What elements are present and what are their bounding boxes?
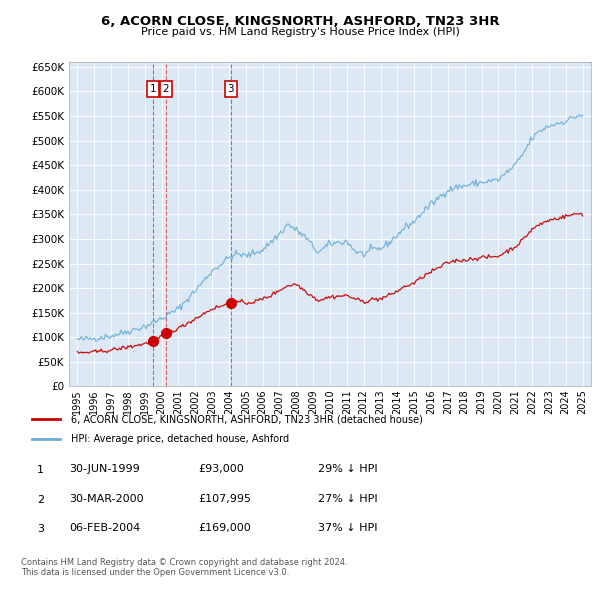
Text: 2: 2: [163, 84, 169, 94]
Text: 6, ACORN CLOSE, KINGSNORTH, ASHFORD, TN23 3HR: 6, ACORN CLOSE, KINGSNORTH, ASHFORD, TN2…: [101, 15, 499, 28]
Text: Price paid vs. HM Land Registry's House Price Index (HPI): Price paid vs. HM Land Registry's House …: [140, 27, 460, 37]
Text: 3: 3: [37, 525, 44, 534]
Text: HPI: Average price, detached house, Ashford: HPI: Average price, detached house, Ashf…: [71, 434, 289, 444]
Text: 27% ↓ HPI: 27% ↓ HPI: [318, 494, 377, 503]
Text: 30-MAR-2000: 30-MAR-2000: [69, 494, 143, 503]
Text: £107,995: £107,995: [198, 494, 251, 503]
Text: 30-JUN-1999: 30-JUN-1999: [69, 464, 140, 474]
Text: £93,000: £93,000: [198, 464, 244, 474]
Text: £169,000: £169,000: [198, 523, 251, 533]
Text: 29% ↓ HPI: 29% ↓ HPI: [318, 464, 377, 474]
Text: 1: 1: [37, 466, 44, 475]
Text: 2: 2: [37, 495, 44, 504]
Text: 37% ↓ HPI: 37% ↓ HPI: [318, 523, 377, 533]
Text: Contains HM Land Registry data © Crown copyright and database right 2024.
This d: Contains HM Land Registry data © Crown c…: [21, 558, 347, 577]
Text: 6, ACORN CLOSE, KINGSNORTH, ASHFORD, TN23 3HR (detached house): 6, ACORN CLOSE, KINGSNORTH, ASHFORD, TN2…: [71, 415, 423, 424]
Text: 1: 1: [150, 84, 157, 94]
Text: 06-FEB-2004: 06-FEB-2004: [69, 523, 140, 533]
Text: 3: 3: [227, 84, 234, 94]
